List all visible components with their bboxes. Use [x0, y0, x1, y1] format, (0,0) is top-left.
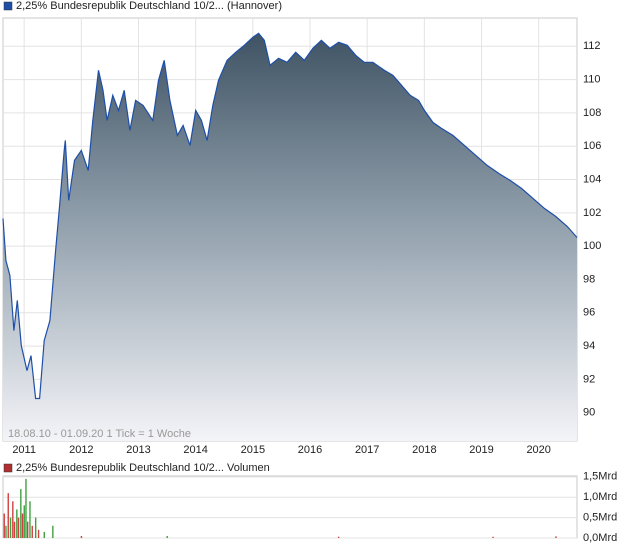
volume-bar — [12, 501, 14, 538]
volume-bar — [9, 517, 12, 538]
x-tick-label: 2012 — [69, 444, 93, 456]
y-tick-label: 108 — [583, 107, 601, 119]
volume-bar — [43, 531, 45, 538]
legend-swatch — [3, 1, 13, 11]
y-tick-label: 92 — [583, 373, 595, 385]
volume-bar — [25, 478, 27, 538]
volume-bar — [555, 536, 557, 538]
x-tick-label: 2014 — [183, 444, 207, 456]
volume-bar — [13, 521, 16, 538]
plot-frame — [2, 475, 578, 539]
legend-label: 2,25% Bundesrepublik Deutschland 10/2...… — [16, 0, 282, 12]
y-tick-label: 96 — [583, 307, 595, 319]
volume-bar — [20, 489, 22, 538]
x-tick-label: 2015 — [241, 444, 265, 456]
note: 18.08.10 - 01.09.20 1 Tick = 1 Woche — [8, 428, 191, 440]
y-tick-label: 112 — [583, 40, 601, 52]
x-tick-label: 2013 — [126, 444, 150, 456]
volume-bar — [37, 529, 40, 538]
volume-bar — [16, 509, 18, 538]
x-tick-label: 2016 — [298, 444, 322, 456]
volume-bar — [337, 536, 340, 538]
y-tick-label: 98 — [583, 273, 595, 285]
price-line — [2, 32, 578, 400]
volume-bar — [31, 525, 33, 538]
legend-swatch — [3, 463, 13, 473]
volume-bar — [23, 505, 25, 538]
legend-label: 2,25% Bundesrepublik Deutschland 10/2...… — [16, 462, 270, 474]
y-tick-label: 106 — [583, 140, 601, 152]
x-tick-label: 2011 — [12, 444, 36, 456]
y-tick-label: 1,0Mrd — [583, 491, 617, 503]
volume-bar — [80, 535, 83, 538]
y-tick-label: 110 — [583, 74, 601, 86]
y-tick-label: 0,5Mrd — [583, 512, 617, 524]
volume-bar — [34, 517, 37, 538]
volume-bar — [5, 525, 7, 538]
y-tick-label: 102 — [583, 207, 601, 219]
volume-bar — [26, 521, 29, 538]
volume-bar — [29, 501, 31, 538]
x-tick-label: 2017 — [355, 444, 379, 456]
volume-bar — [21, 513, 24, 538]
volume-bar — [166, 535, 168, 538]
x-tick-label: 2020 — [526, 444, 550, 456]
y-tick-label: 100 — [583, 240, 601, 252]
y-tick-label: 90 — [583, 407, 595, 419]
volume-bar — [17, 517, 20, 538]
x-tick-label: 2019 — [469, 444, 493, 456]
y-tick-label: 1,5Mrd — [583, 471, 617, 483]
volume-bar — [7, 493, 9, 538]
volume-bar — [492, 536, 494, 538]
y-tick-label: 94 — [583, 340, 595, 352]
volume-bar — [3, 513, 5, 538]
y-tick-label: 0,0Mrd — [583, 532, 617, 544]
y-tick-label: 104 — [583, 173, 601, 185]
x-tick-label: 2018 — [412, 444, 436, 456]
volume-bar — [52, 525, 54, 538]
area — [3, 33, 577, 442]
